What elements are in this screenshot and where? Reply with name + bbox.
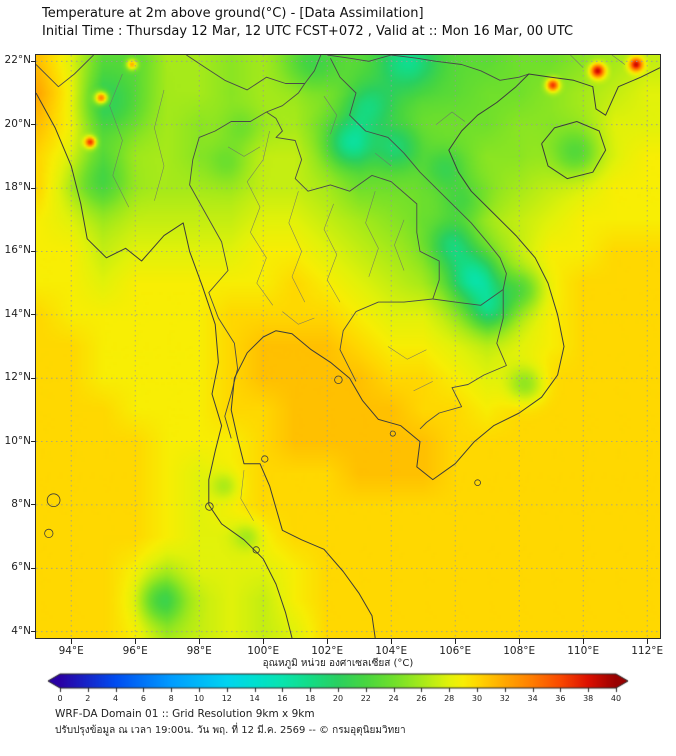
island-outline bbox=[261, 455, 269, 463]
province-boundary bbox=[323, 203, 341, 303]
map-borders-overlay bbox=[36, 55, 660, 638]
colorbar-tick-label: 34 bbox=[527, 694, 538, 703]
island-outline bbox=[252, 546, 260, 554]
lon-tick-mark bbox=[198, 639, 200, 644]
lon-tick-mark bbox=[646, 639, 648, 644]
province-boundary bbox=[413, 381, 433, 392]
lat-tick-label: 10°N bbox=[4, 434, 31, 447]
province-boundary bbox=[240, 470, 254, 521]
island-outline bbox=[46, 493, 61, 508]
province-boundary bbox=[394, 219, 405, 271]
colorbar-tick-label: 28 bbox=[444, 694, 455, 703]
colorbar-tick-label: 40 bbox=[610, 694, 622, 703]
colorbar bbox=[46, 671, 630, 693]
lon-tick-mark bbox=[326, 639, 328, 644]
province-boundary bbox=[365, 191, 379, 277]
island-outline bbox=[474, 479, 481, 487]
map-frame bbox=[35, 54, 661, 639]
colorbar-tick-label: 14 bbox=[249, 694, 260, 703]
lat-tick-label: 12°N bbox=[4, 371, 31, 384]
province-boundary bbox=[227, 146, 261, 157]
colorbar-tick-label: 0 bbox=[57, 694, 63, 703]
colorbar-tick-label: 20 bbox=[332, 694, 344, 703]
colorbar-tick-label: 4 bbox=[113, 694, 119, 703]
lat-tick-label: 22°N bbox=[4, 54, 31, 67]
coastline bbox=[36, 92, 293, 638]
colorbar-tick-label: 12 bbox=[221, 694, 232, 703]
page-subtitle: Initial Time : Thursday 12 Mar, 12 UTC F… bbox=[42, 24, 574, 39]
lat-tick-label: 8°N bbox=[11, 497, 31, 510]
lon-tick-mark bbox=[454, 639, 456, 644]
province-boundary bbox=[246, 130, 274, 306]
island-outline bbox=[389, 430, 396, 437]
temperature-heatmap bbox=[36, 55, 660, 638]
colorbar-tick-label: 36 bbox=[555, 694, 566, 703]
lon-tick-mark bbox=[262, 639, 264, 644]
lon-tick-mark bbox=[134, 639, 136, 644]
colorbar-label: อุณหภูมิ หน่วย องศาเซลเซียส (°C) bbox=[262, 658, 414, 669]
country-border bbox=[329, 57, 507, 290]
colorbar-tick-label: 22 bbox=[360, 694, 371, 703]
country-border bbox=[36, 55, 94, 88]
lon-tick-mark bbox=[582, 639, 584, 644]
lat-tick-label: 6°N bbox=[11, 561, 31, 574]
colorbar-tick-label: 10 bbox=[193, 694, 205, 703]
country-border bbox=[186, 55, 322, 91]
province-boundary bbox=[570, 55, 584, 68]
lat-tick-label: 16°N bbox=[4, 244, 31, 257]
province-boundary bbox=[282, 311, 315, 325]
colorbar-tick-label: 30 bbox=[471, 694, 483, 703]
colorbar-tick-label: 32 bbox=[499, 694, 510, 703]
province-boundary bbox=[435, 111, 465, 125]
colorbar-tick-label: 26 bbox=[416, 694, 427, 703]
page-title: Temperature at 2m above ground(°C) - [Da… bbox=[42, 6, 424, 21]
lon-tick-mark bbox=[390, 639, 392, 644]
country-border bbox=[266, 111, 440, 300]
colorbar-tick-label: 2 bbox=[85, 694, 91, 703]
island-outline bbox=[334, 375, 343, 384]
country-border bbox=[432, 289, 504, 306]
colorbar-tick-label: 8 bbox=[168, 694, 174, 703]
colorbar-tick-label: 38 bbox=[583, 694, 594, 703]
province-boundary bbox=[323, 96, 338, 135]
island-outline bbox=[205, 502, 214, 511]
lat-tick-label: 14°N bbox=[4, 307, 31, 320]
province-boundary bbox=[375, 152, 392, 167]
country-border bbox=[419, 289, 507, 430]
footer-domain-info: WRF-DA Domain 01 :: Grid Resolution 9km … bbox=[55, 708, 315, 720]
lat-tick-label: 18°N bbox=[4, 181, 31, 194]
lon-tick-mark bbox=[518, 639, 520, 644]
coastline bbox=[230, 67, 660, 638]
province-boundary bbox=[611, 55, 625, 65]
province-boundary bbox=[109, 73, 130, 208]
colorbar-tick-label: 6 bbox=[140, 694, 146, 703]
country-border bbox=[266, 83, 306, 113]
lon-tick-mark bbox=[70, 639, 72, 644]
country-border bbox=[339, 298, 433, 382]
colorbar-ticks: 0 2 4 6 8 10 12 14 16 18 20 22 24 26 28 30 32 34 36 38 40 bbox=[46, 694, 630, 706]
country-border bbox=[327, 55, 529, 81]
colorbar-tick-label: 16 bbox=[277, 694, 288, 703]
province-boundary bbox=[154, 89, 165, 201]
lat-tick-label: 4°N bbox=[11, 624, 31, 637]
coastline bbox=[541, 121, 607, 180]
footer-update-info: ปรับปรุงข้อมูล ณ เวลา 19:00น. วัน พฤ. ที… bbox=[55, 725, 406, 736]
province-boundary bbox=[387, 346, 427, 360]
colorbar-tick-label: 24 bbox=[388, 694, 399, 703]
island-outline bbox=[44, 528, 54, 538]
country-border bbox=[189, 111, 267, 439]
colorbar-tick-label: 18 bbox=[305, 694, 316, 703]
lat-tick-label: 20°N bbox=[4, 117, 31, 130]
province-boundary bbox=[288, 191, 306, 303]
